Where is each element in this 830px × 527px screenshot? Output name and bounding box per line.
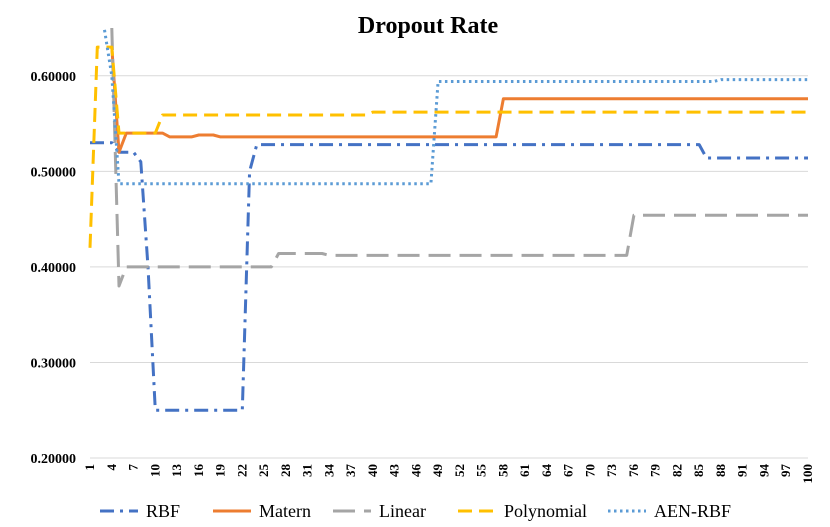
series-line-aen-rbf [103,29,808,186]
x-tick-label: 73 [604,464,619,478]
legend: RBF Matern Linear Polynomial AEN-RBF [100,501,731,521]
x-tick-label: 10 [147,464,162,477]
x-tick-label: 61 [517,464,532,477]
x-tick-label: 49 [430,464,445,478]
y-tick-label: 0.50000 [31,165,77,180]
x-tick-label: 1 [82,464,97,471]
x-tick-label: 19 [213,464,228,478]
legend-label: Matern [259,501,311,521]
x-tick-label: 76 [626,464,641,478]
y-tick-label: 0.40000 [31,261,77,276]
x-tick-label: 4 [104,464,119,471]
x-tick-label: 85 [691,464,706,478]
x-tick-label: 94 [756,464,771,478]
x-tick-label: 100 [800,464,815,484]
x-tick-label: 43 [387,464,402,478]
x-tick-label: 40 [365,464,380,477]
series-line-polynomial [88,45,808,248]
x-tick-label: 55 [474,464,489,478]
series-line-matern [110,46,808,154]
legend-label: Polynomial [504,501,587,521]
y-tick-label: 0.30000 [31,356,77,371]
x-tick-label: 46 [408,464,423,478]
series-line-rbf [90,141,808,412]
x-tick-label: 37 [343,464,358,478]
x-tick-label: 34 [321,464,336,478]
x-tick-label: 25 [256,464,271,478]
x-tick-label: 88 [713,464,728,478]
x-tick-label: 31 [300,464,315,477]
x-tick-label: 67 [561,464,576,478]
legend-label: Linear [379,501,426,521]
x-tick-label: 22 [234,464,249,477]
x-tick-label: 64 [539,464,554,478]
x-tick-label: 7 [126,464,141,471]
x-tick-label: 82 [669,464,684,477]
x-tick-label: 70 [582,464,597,477]
chart-title: Dropout Rate [358,13,499,39]
legend-label: RBF [146,501,180,521]
series-line-linear [110,27,808,288]
x-tick-label: 91 [735,464,750,477]
x-tick-label: 58 [495,463,510,477]
x-tick-label: 52 [452,464,467,477]
legend-label: AEN-RBF [654,501,731,521]
x-tick-label: 97 [778,464,793,478]
y-tick-label: 0.20000 [31,452,77,467]
x-tick-label: 13 [169,464,184,478]
axes: 0.20000 0.30000 0.40000 0.50000 0.60000 1 4 7 10… [31,70,816,484]
series-lines [88,27,808,412]
x-tick-label: 16 [191,464,206,478]
x-tick-label: 28 [278,464,293,478]
y-tick-label: 0.60000 [31,70,77,85]
x-tick-label: 79 [648,464,663,478]
